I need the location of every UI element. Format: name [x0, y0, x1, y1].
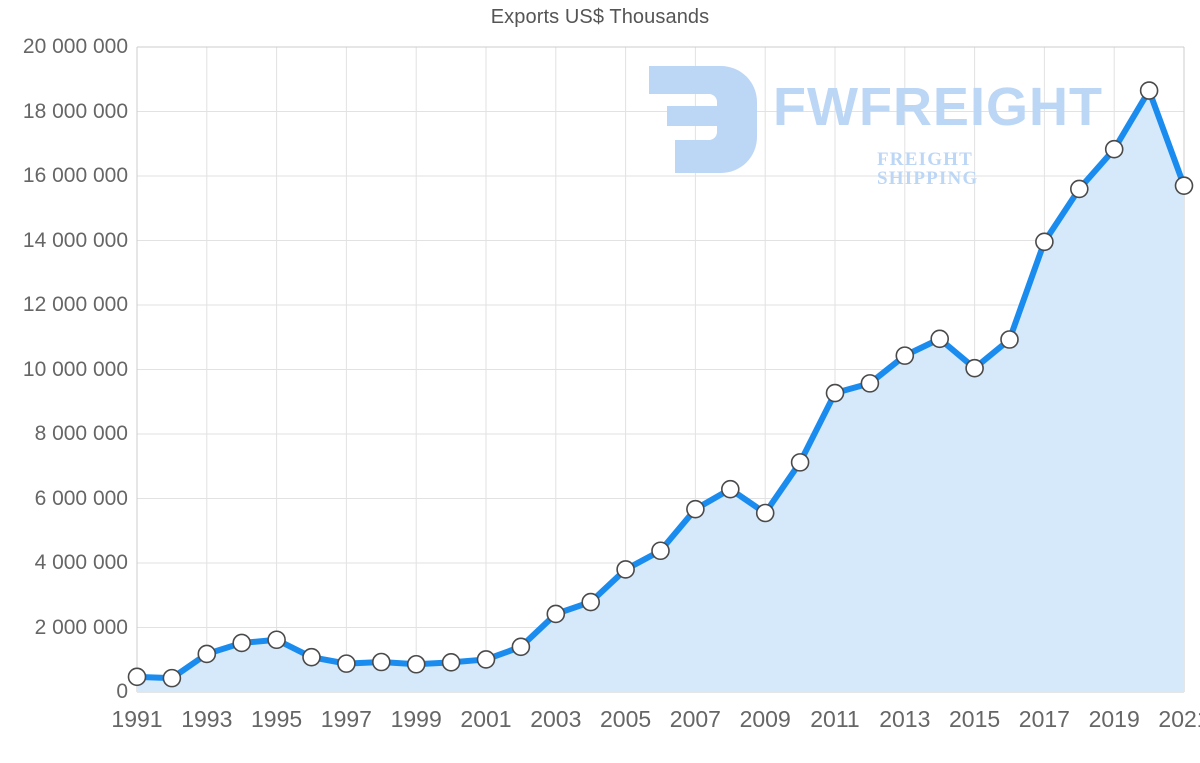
y-axis-tick-label: 4 000 000	[34, 551, 128, 574]
y-axis-tick-label: 18 000 000	[22, 99, 128, 123]
data-point: 1992: 430000	[162, 668, 182, 688]
data-point: 2012: 9570000	[860, 374, 880, 393]
data-point: 1997: 880000	[337, 654, 356, 673]
data-point: 1998: 930000	[372, 652, 391, 672]
y-axis-tick-label: 20 000 000	[22, 35, 128, 58]
data-point: 2003: 2420000	[546, 604, 566, 624]
x-axis-tick-label: 2021	[1158, 706, 1200, 732]
x-axis-tick-label: 2003	[530, 706, 582, 732]
data-point: 2011: 9270000	[825, 383, 845, 403]
y-axis-tick-label: 0	[116, 680, 128, 703]
data-point: 2019: 16830000	[1104, 139, 1124, 159]
data-point: 1996: 1080000	[302, 647, 321, 667]
data-point: 2010: 7120000	[790, 453, 810, 472]
data-point: 1999: 860000	[406, 654, 426, 674]
data-point: 2005: 3800000	[616, 560, 635, 579]
x-axis-tick-label: 1999	[390, 706, 442, 732]
x-axis-tick-label: 2017	[1018, 706, 1070, 732]
y-axis-tick-label: 16 000 000	[22, 164, 128, 187]
x-axis-tick-label: 1991	[111, 706, 163, 732]
data-point: 2015: 10040000	[965, 358, 984, 378]
x-axis-tick-label: 2015	[949, 706, 1001, 732]
data-point: 2007: 5670000	[686, 499, 705, 519]
data-point: 1994: 1520000	[232, 633, 251, 653]
y-axis-tick-label: 8 000 000	[34, 422, 128, 445]
x-axis-tick-label: 2001	[460, 706, 512, 732]
data-point: 2008: 6290000	[720, 479, 740, 499]
data-point: 2017: 13960000	[1035, 232, 1054, 252]
x-axis-tick-label: 2011	[810, 706, 860, 732]
data-point: 2020: 18650000	[1139, 81, 1159, 100]
data-point: 2009: 5550000	[755, 503, 775, 523]
x-axis-tick-label: 2013	[879, 706, 931, 732]
y-axis-tick-label: 2 000 000	[34, 615, 128, 639]
y-axis-tick-label: 12 000 000	[22, 293, 128, 316]
y-axis-tick-label: 10 000 000	[22, 357, 128, 381]
data-point: 2018: 15600000	[1069, 179, 1089, 199]
data-point: 2001: 1010000	[476, 650, 496, 669]
data-point: 1995: 1620000	[267, 630, 286, 650]
x-axis-tick-label: 2005	[600, 706, 652, 732]
y-axis-tick-label: 6 000 000	[34, 486, 128, 510]
data-series-exports: 1991: 470000 1992: 430000 1993: 1180000 199…	[127, 81, 1194, 693]
x-axis-tick-label: 2019	[1088, 706, 1140, 732]
data-point: 2016: 10930000	[1000, 330, 1019, 349]
data-point: 1991: 470000	[127, 667, 147, 687]
data-point: 2014: 10950000	[930, 329, 950, 349]
y-axis-tick-label: 14 000 000	[22, 228, 128, 252]
x-axis-tick-label: 2007	[669, 706, 721, 732]
x-axis-tick-label: 1997	[320, 706, 372, 732]
x-axis-tick-label: 2009	[739, 706, 791, 732]
data-point: 2013: 10430000	[895, 346, 915, 365]
x-axis-tick-label: 1995	[251, 706, 303, 732]
data-point: 1993: 1180000	[197, 644, 217, 664]
y-axis-labels: 0 2 000 000 4 000 000 6 000 000 8 000 000 10 …	[0, 0, 128, 763]
x-axis-tick-label: 1993	[181, 706, 233, 732]
data-point: 2006: 4380000	[651, 541, 670, 561]
data-point: 2004: 2790000	[581, 592, 601, 612]
chart-title: Exports US$ Thousands	[490, 6, 710, 28]
data-point: 2021: 15700000	[1174, 176, 1194, 195]
